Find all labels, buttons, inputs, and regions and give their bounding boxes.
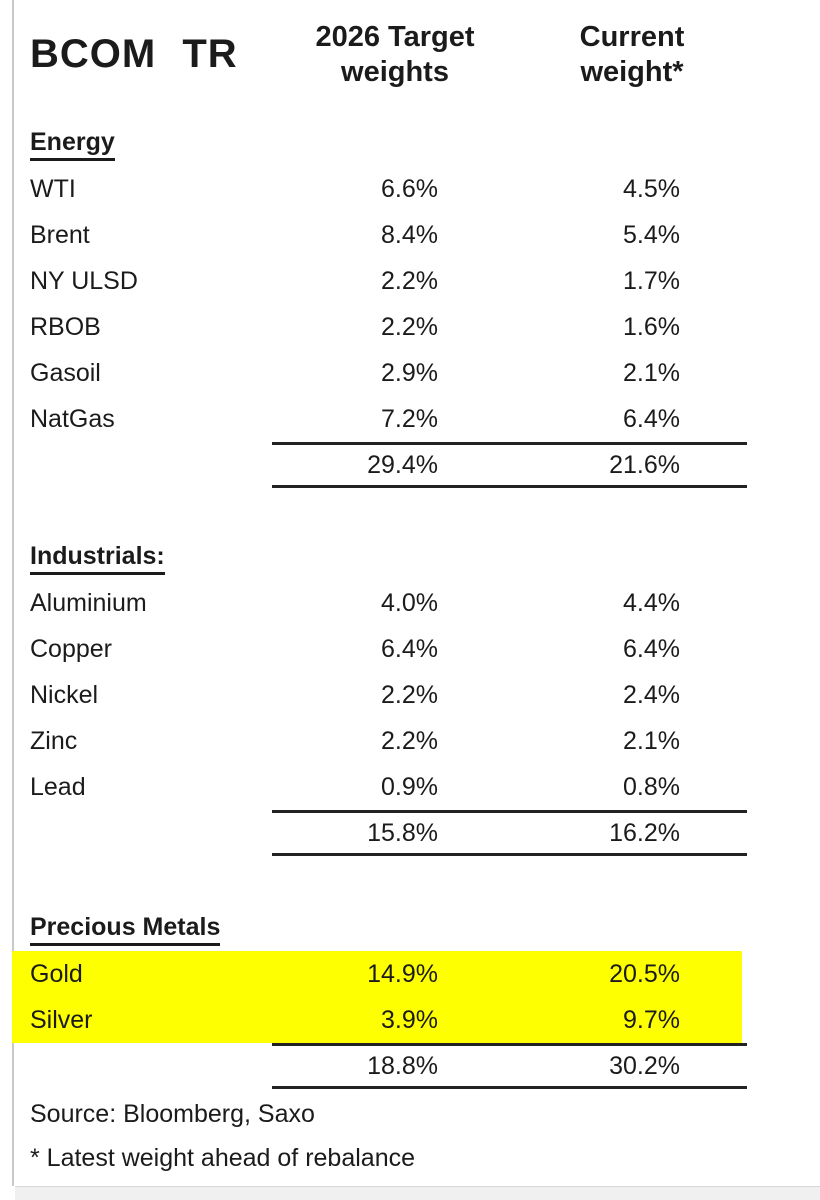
bottom-gray-strip <box>15 1186 820 1200</box>
row-current-value: 2.1% <box>623 726 680 755</box>
row-current-value: 6.4% <box>623 634 680 663</box>
row-target-value: 4.0% <box>381 588 438 617</box>
row-current-value: 0.8% <box>623 772 680 801</box>
source-note: Source: Bloomberg, Saxo <box>30 1099 315 1128</box>
row-label: WTI <box>30 174 76 203</box>
total-target-value: 18.8% <box>367 1051 438 1080</box>
row-label: Aluminium <box>30 588 147 617</box>
table-row-rbob: RBOB 2.2% 1.6% <box>30 304 747 350</box>
column-header-target-weights: 2026 Target weights <box>315 21 475 88</box>
row-target-value: 2.2% <box>381 312 438 341</box>
row-label: NY ULSD <box>30 266 138 295</box>
section-industrials: Industrials: Aluminium 4.0% 4.4% Copper 6.4% 6… <box>30 542 747 856</box>
table-row-wti: WTI 6.6% 4.5% <box>30 166 747 212</box>
row-label: Gold <box>30 959 83 988</box>
table-footer: Source: Bloomberg, Saxo * Latest weight … <box>30 1095 747 1177</box>
row-target-value: 2.9% <box>381 358 438 387</box>
rebalance-footnote: * Latest weight ahead of rebalance <box>30 1143 415 1172</box>
table-row-brent: Brent 8.4% 5.4% <box>30 212 747 258</box>
total-target-value: 29.4% <box>367 450 438 479</box>
section-total-energy: 29.4% 21.6% <box>272 442 747 488</box>
table-row-silver: Silver 3.9% 9.7% <box>12 997 742 1043</box>
row-label: Nickel <box>30 680 99 709</box>
row-target-value: 6.6% <box>381 174 438 203</box>
row-target-value: 6.4% <box>381 634 438 663</box>
section-total-industrials: 15.8% 16.2% <box>272 810 747 856</box>
row-target-value: 8.4% <box>381 220 438 249</box>
row-target-value: 2.2% <box>381 680 438 709</box>
table-row-copper: Copper 6.4% 6.4% <box>30 626 747 672</box>
section-header-label: Energy <box>30 128 115 161</box>
table-row-ny-ulsd: NY ULSD 2.2% 1.7% <box>30 258 747 304</box>
table-row-nickel: Nickel 2.2% 2.4% <box>30 672 747 718</box>
row-label: Silver <box>30 1005 93 1034</box>
page-title: BCOM TR <box>30 32 238 76</box>
table-row-aluminium: Aluminium 4.0% 4.4% <box>30 580 747 626</box>
table-row-natgas: NatGas 7.2% 6.4% <box>30 396 747 442</box>
table-row-gold: Gold 14.9% 20.5% <box>12 951 742 997</box>
section-precious-metals: Precious Metals Gold 14.9% 20.5% Silver 3.9% 9… <box>12 913 747 1089</box>
table-row-lead: Lead 0.9% 0.8% <box>30 764 747 810</box>
section-header-energy: Energy <box>30 128 747 166</box>
total-target-value: 15.8% <box>367 818 438 847</box>
row-label: RBOB <box>30 312 101 341</box>
row-target-value: 7.2% <box>381 404 438 433</box>
section-total-precious-metals: 18.8% 30.2% <box>272 1043 747 1089</box>
row-label: Copper <box>30 634 112 663</box>
section-header-label: Precious Metals <box>30 913 221 946</box>
row-label: Lead <box>30 772 86 801</box>
total-current-value: 16.2% <box>609 818 680 847</box>
row-current-value: 1.6% <box>623 312 680 341</box>
row-target-value: 3.9% <box>381 1005 438 1034</box>
section-header-precious-metals: Precious Metals <box>30 913 747 951</box>
row-current-value: 4.4% <box>623 588 680 617</box>
row-label: Brent <box>30 220 90 249</box>
total-current-value: 30.2% <box>609 1051 680 1080</box>
row-current-value: 2.1% <box>623 358 680 387</box>
row-label: Zinc <box>30 726 78 755</box>
table-row-zinc: Zinc 2.2% 2.1% <box>30 718 747 764</box>
row-target-value: 0.9% <box>381 772 438 801</box>
left-border-line <box>12 0 14 1186</box>
row-current-value: 1.7% <box>623 266 680 295</box>
weights-table: Energy WTI 6.6% 4.5% Brent 8.4% 5.4% NY ULSD 2.2… <box>12 128 747 1177</box>
row-target-value: 2.2% <box>381 726 438 755</box>
row-current-value: 9.7% <box>623 1005 680 1034</box>
section-header-label: Industrials: <box>30 542 165 575</box>
section-energy: Energy WTI 6.6% 4.5% Brent 8.4% 5.4% NY ULSD 2.2… <box>30 128 747 488</box>
row-target-value: 2.2% <box>381 266 438 295</box>
row-current-value: 2.4% <box>623 680 680 709</box>
column-header-current-weight: Current weight* <box>579 21 685 88</box>
table-row-gasoil: Gasoil 2.9% 2.1% <box>30 350 747 396</box>
row-current-value: 20.5% <box>609 959 680 988</box>
row-current-value: 4.5% <box>623 174 680 203</box>
row-current-value: 5.4% <box>623 220 680 249</box>
row-target-value: 14.9% <box>367 959 438 988</box>
total-current-value: 21.6% <box>609 450 680 479</box>
row-current-value: 6.4% <box>623 404 680 433</box>
row-label: NatGas <box>30 404 115 433</box>
section-header-industrials: Industrials: <box>30 542 747 580</box>
row-label: Gasoil <box>30 358 101 387</box>
